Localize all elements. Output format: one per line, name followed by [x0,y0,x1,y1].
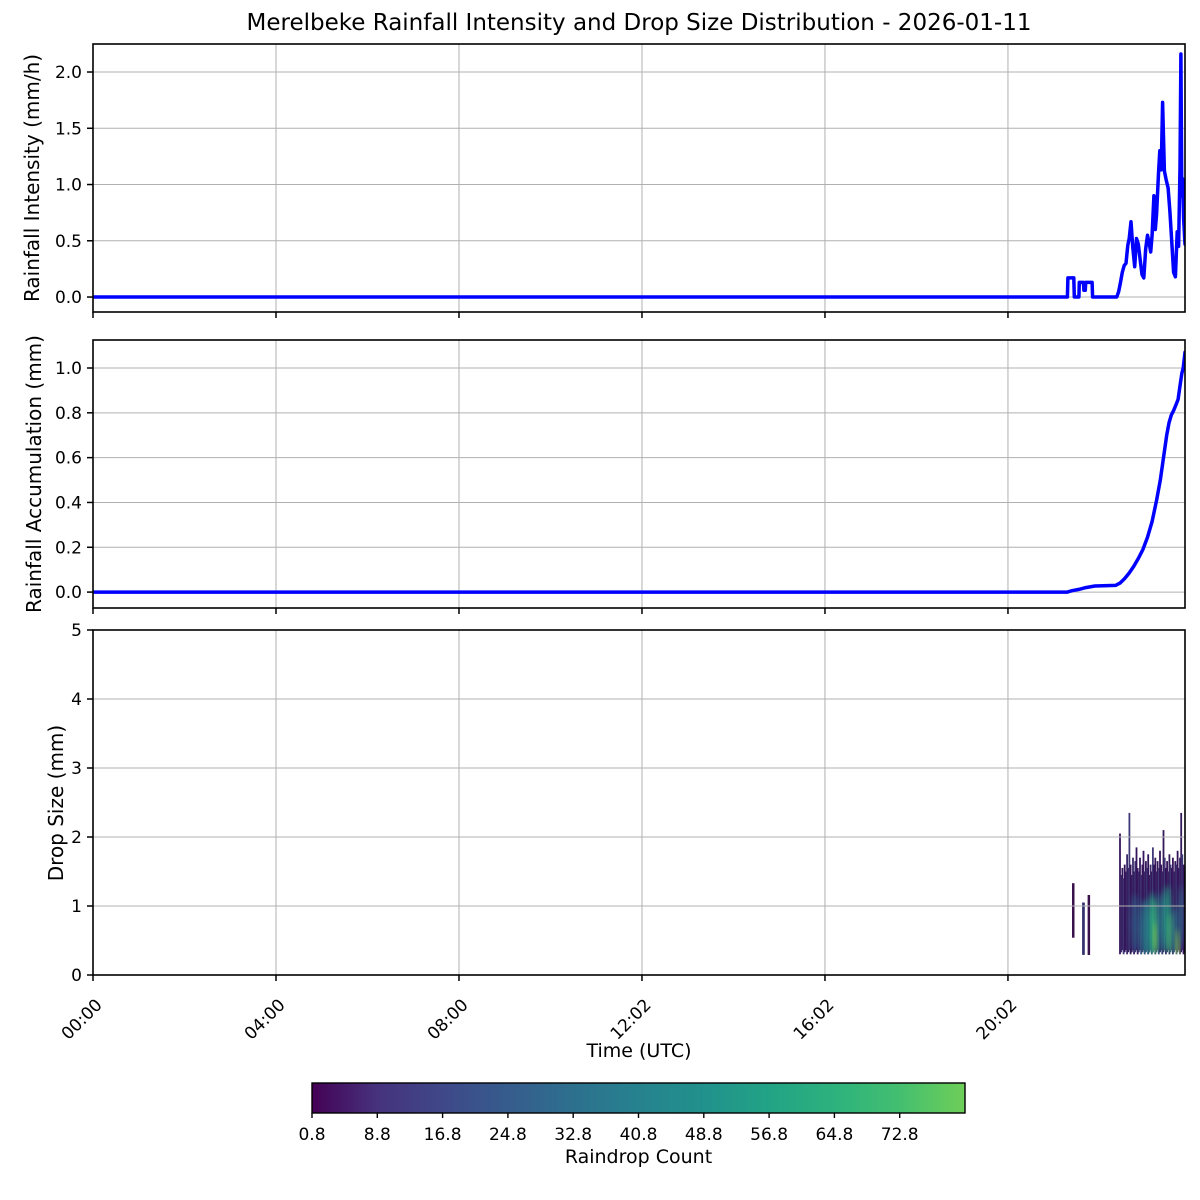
y-tick-label: 1.0 [55,359,82,379]
dsd-mesh-column [1121,868,1124,951]
y-tick-label: 5 [71,621,82,641]
colorbar-tick-label: 48.8 [685,1125,723,1145]
x-tick-label: 08:00 [424,995,473,1044]
y-tick-label: 0.0 [55,288,82,308]
x-tick-label: 04:00 [241,995,290,1044]
y-tick-label: 1 [71,897,82,917]
dsd-strip [1082,902,1085,955]
gridlines [92,44,1185,312]
y-tick-label: 0.4 [55,493,82,513]
y-tick-label: 1.0 [55,176,82,196]
dsd-mesh-column [1122,878,1125,955]
y-tick-label: 4 [71,690,82,710]
dsd-mesh-column [1120,875,1123,953]
colorbar-tick-label: 8.8 [364,1125,391,1145]
rainfall-accumulation-line [93,350,1185,594]
dsd-mesh-column [1126,854,1128,955]
dsd-mesh-column [1162,830,1165,953]
colorbar [311,1082,966,1114]
dsd-mesh-column [1170,868,1173,951]
y-tick-label: 1.5 [55,119,82,139]
colorbar-label: Raindrop Count [564,1146,713,1168]
plot-border [92,339,1186,609]
subplot-2: 0 1 2 3 4 5 [71,621,1186,986]
dsd-mesh-column [1128,812,1131,951]
dsd-mesh-column [1127,868,1130,953]
dsd-blob [1178,885,1184,948]
x-axis-label: Time (UTC) [586,1040,692,1062]
dsd-blob [1153,921,1157,953]
colorbar-tick-label: 0.8 [298,1125,325,1145]
colorbar-tick-label: 32.8 [554,1125,592,1145]
colorbar-tick-label: 64.8 [815,1125,853,1145]
dsd-mesh-column [1175,864,1178,955]
y-tick-label: 3 [71,759,82,779]
colorbar-tick-label: 16.8 [424,1125,462,1145]
dsd-strip [1087,895,1091,955]
dsd-mesh-column [1119,833,1121,955]
colorbar-tick-label: 72.8 [881,1125,919,1145]
dsd-mesh-column [1176,850,1179,953]
y-tick-label: 2.0 [55,63,82,83]
dsd-blob [1157,892,1165,955]
dsd-mesh-column [1129,864,1132,955]
subplot-1: 0.0 0.2 0.4 0.6 0.8 1.0 [55,339,1186,614]
subplot-0: 0.0 0.5 1.0 1.5 2.0 [55,43,1186,318]
dsd-blob [1168,912,1173,955]
dsd-mesh-column [1123,864,1126,953]
dsd-mesh-column [1182,864,1185,955]
dsd-mesh-column [1180,812,1183,953]
y-tick-label: 0.8 [55,404,82,424]
dsd-mesh-column [1125,871,1127,951]
dsd-mesh-column [1142,850,1145,951]
gridlines [92,340,1185,608]
x-tick-label: 12:02 [607,995,656,1044]
x-tick-label: 00:00 [58,995,107,1044]
dsd-mesh-column [1139,857,1141,951]
y-tick-label: 0.0 [55,583,82,603]
colorbar-tick-label: 56.8 [750,1125,788,1145]
dsd-blob [1176,928,1180,955]
rainfall-intensity-line [93,52,1185,299]
colorbar-tick-label: 24.8 [489,1125,527,1145]
plot-border [92,43,1186,313]
colorbar-tick-label: 40.8 [620,1125,658,1145]
dsd-strip [1072,883,1075,938]
y-tick-label: 0.6 [55,449,82,469]
y-tick-label: 0.5 [55,232,82,252]
dsd-blob [1130,894,1140,953]
x-tick-label: 20:02 [973,995,1022,1044]
x-tick-label: 16:02 [790,995,839,1044]
plot-border [92,629,1186,976]
y-tick-label: 2 [71,828,82,848]
y-tick-label: 0 [71,966,82,986]
chart-title: Merelbeke Rainfall Intensity and Drop Si… [246,10,1032,36]
y-tick-label: 0.2 [55,538,82,558]
